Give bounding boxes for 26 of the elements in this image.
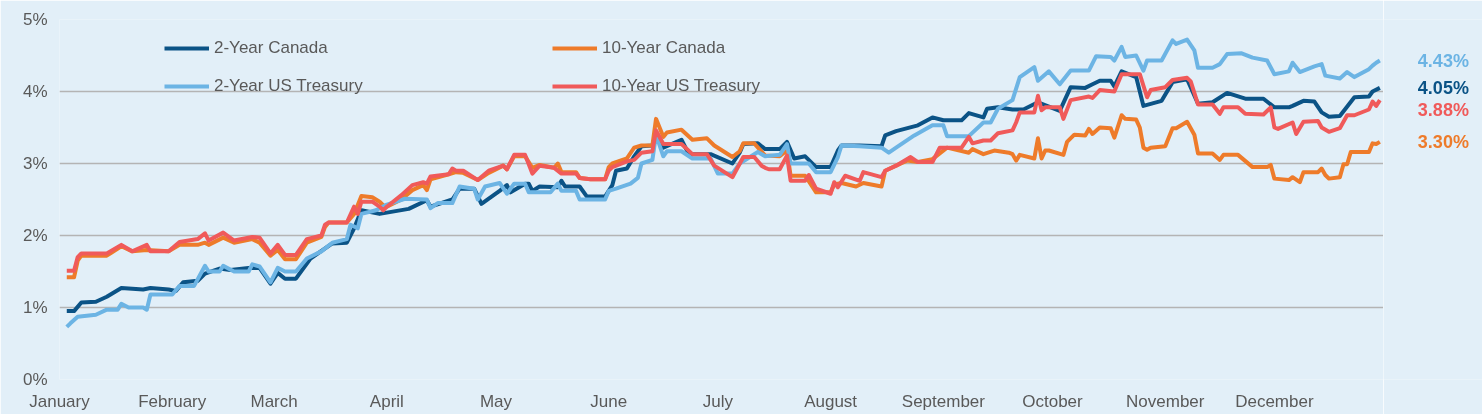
y-tick-label: 4% xyxy=(22,82,48,101)
x-tick-label: August xyxy=(804,391,858,411)
x-tick-label: February xyxy=(138,391,207,411)
legend-label: 10-Year US Treasury xyxy=(602,75,762,97)
legend-label: 2-Year Canada xyxy=(214,37,329,59)
x-tick-label: September xyxy=(901,391,986,411)
annotation: 4.43% xyxy=(1417,50,1469,71)
x-tick-label: October xyxy=(1022,391,1084,411)
x-tick-label: March xyxy=(250,391,298,411)
x-tick-label: January xyxy=(29,391,91,411)
x-tick-label: December xyxy=(1235,391,1314,411)
annotation: 3.30% xyxy=(1417,131,1469,152)
x-tick-label: June xyxy=(590,391,628,411)
x-tick-label: April xyxy=(369,391,404,411)
annotation: 3.88% xyxy=(1417,99,1469,120)
y-tick-label: 5% xyxy=(22,10,48,29)
legend-label: 2-Year US Treasury xyxy=(214,75,364,97)
y-tick-label: 0% xyxy=(22,370,48,389)
y-tick-label: 2% xyxy=(22,226,48,245)
x-tick-label: July xyxy=(702,391,734,411)
y-tick-label: 1% xyxy=(22,298,48,317)
legend-label: 10-Year Canada xyxy=(602,37,727,59)
y-tick-label: 3% xyxy=(22,154,48,173)
x-tick-label: May xyxy=(479,391,513,411)
annotation: 4.05% xyxy=(1417,77,1469,98)
x-tick-label: November xyxy=(1126,391,1205,411)
